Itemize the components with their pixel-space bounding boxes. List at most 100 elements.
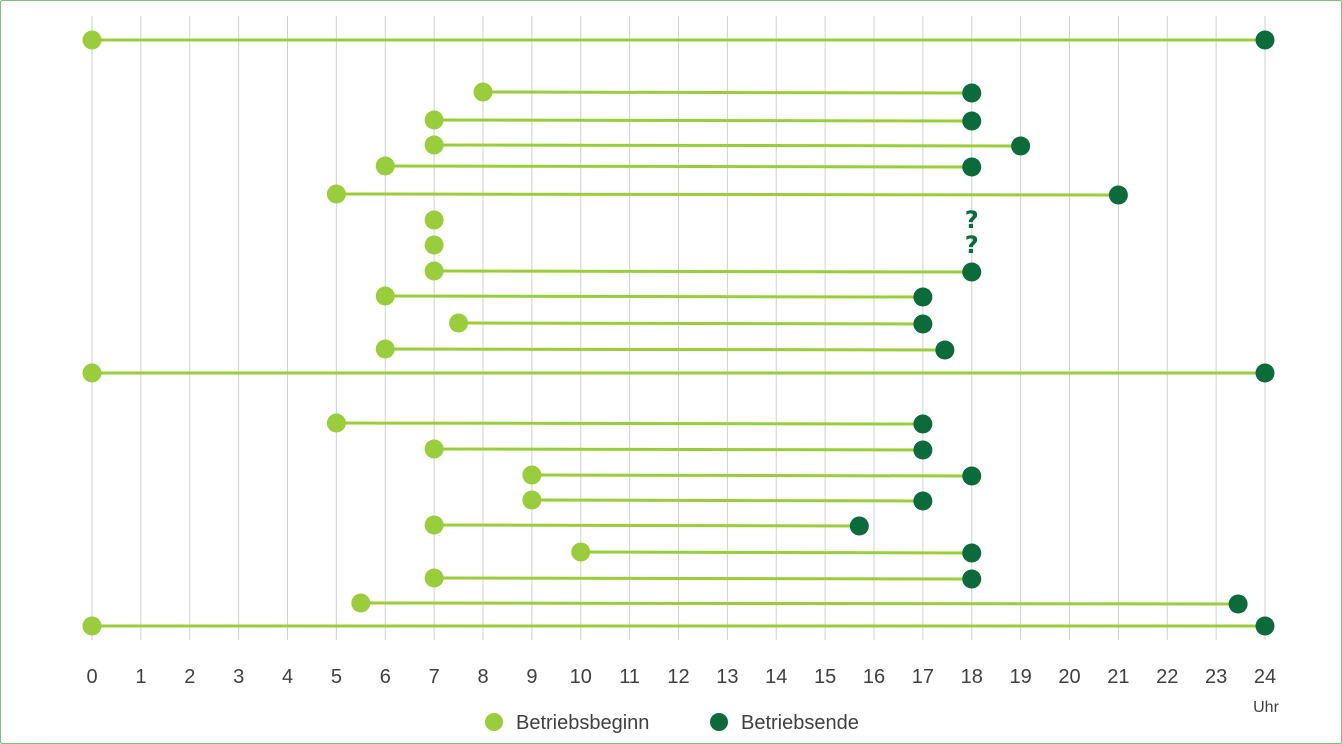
x-tick-label: 16 xyxy=(863,666,885,688)
end-point xyxy=(1255,30,1275,50)
start-point xyxy=(473,82,493,102)
start-point xyxy=(424,135,444,155)
x-tick-label: 7 xyxy=(429,666,440,688)
end-point xyxy=(962,111,982,131)
end-point xyxy=(1228,594,1248,614)
end-point xyxy=(1108,185,1128,205)
x-tick-label: 22 xyxy=(1156,666,1178,688)
schedule-row xyxy=(326,184,1128,205)
schedule-row xyxy=(375,286,933,307)
schedule-row xyxy=(424,439,933,460)
x-tick-label: 17 xyxy=(912,666,934,688)
end-point xyxy=(962,262,982,282)
x-tick-label: 8 xyxy=(477,666,488,688)
end-point xyxy=(962,569,982,589)
end-point xyxy=(913,491,933,511)
row-connector xyxy=(458,321,923,326)
end-point xyxy=(913,314,933,334)
schedule-row xyxy=(571,542,982,563)
x-tick-label: 5 xyxy=(331,666,342,688)
schedule-row xyxy=(351,593,1248,614)
x-tick-label: 21 xyxy=(1107,666,1129,688)
end-point xyxy=(1011,136,1031,156)
bars: ?? xyxy=(82,30,1275,636)
row-connector xyxy=(580,550,972,555)
x-tick-label: 24 xyxy=(1254,666,1276,688)
x-tick-label: 10 xyxy=(570,666,592,688)
row-connector xyxy=(434,143,1021,148)
x-tick-label: 12 xyxy=(667,666,689,688)
x-tick-label: 13 xyxy=(716,666,738,688)
start-point xyxy=(326,413,346,433)
row-connector xyxy=(482,90,972,95)
schedule-row xyxy=(326,413,933,434)
start-point xyxy=(424,515,444,535)
start-point xyxy=(82,30,102,50)
schedule-row xyxy=(424,261,982,282)
start-point xyxy=(82,616,102,636)
schedule-row xyxy=(82,30,1275,50)
end-point xyxy=(1255,363,1275,383)
row-connector xyxy=(531,498,923,503)
end-point xyxy=(913,440,933,460)
legend-marker-end xyxy=(710,713,728,731)
end-point xyxy=(962,83,982,103)
end-point xyxy=(935,340,955,360)
start-point xyxy=(571,542,591,562)
row-connector xyxy=(434,447,923,452)
schedule-row xyxy=(424,110,982,131)
start-point xyxy=(424,235,444,255)
x-tick-label: 1 xyxy=(135,666,146,688)
x-tick-label: 23 xyxy=(1205,666,1227,688)
end-point xyxy=(913,414,933,434)
start-point xyxy=(424,210,444,230)
schedule-row xyxy=(375,339,955,360)
row-connector xyxy=(360,601,1239,606)
row-connector xyxy=(385,347,945,352)
row-connector xyxy=(385,294,923,299)
start-point xyxy=(522,465,542,485)
schedule-row xyxy=(424,568,982,589)
row-connector xyxy=(385,164,972,169)
x-axis-unit-label: Uhr xyxy=(1253,699,1279,716)
start-point xyxy=(351,593,371,613)
end-point xyxy=(962,466,982,486)
end-point xyxy=(1255,616,1275,636)
schedule-row: ? xyxy=(424,231,979,259)
x-axis: 0 1 2 3 4 5 6 7 8 9 10 11 12 13 14 15 16 17 18 19 20 21 22 23 24 xyxy=(86,666,1276,688)
start-point xyxy=(375,156,395,176)
grid xyxy=(91,16,1266,640)
x-tick-label: 15 xyxy=(814,666,836,688)
x-tick-label: 6 xyxy=(380,666,391,688)
schedule-row: ? xyxy=(424,206,979,234)
schedule-row xyxy=(375,156,982,177)
x-tick-label: 11 xyxy=(619,666,640,688)
x-tick-label: 18 xyxy=(961,666,983,688)
unknown-end-mark: ? xyxy=(965,231,979,259)
row-connector xyxy=(336,192,1119,197)
row-connector xyxy=(434,576,972,581)
start-point xyxy=(424,568,444,588)
schedule-row xyxy=(424,515,869,536)
start-point xyxy=(449,313,469,333)
end-point xyxy=(962,157,982,177)
start-point xyxy=(424,439,444,459)
row-connector xyxy=(434,269,972,274)
schedule-row xyxy=(522,465,982,486)
schedule-row xyxy=(473,82,982,103)
end-point xyxy=(962,543,982,563)
end-point xyxy=(913,287,933,307)
schedule-row xyxy=(82,363,1275,383)
start-point xyxy=(522,490,542,510)
legend-label-start: Betriebsbeginn xyxy=(516,712,649,734)
x-tick-label: 3 xyxy=(233,666,244,688)
row-connector xyxy=(531,473,972,478)
start-point xyxy=(424,261,444,281)
x-tick-label: 14 xyxy=(765,666,787,688)
row-connector xyxy=(434,118,972,123)
legend: Betriebsbeginn Betriebsende xyxy=(485,712,859,734)
start-point xyxy=(82,363,102,383)
x-tick-label: 19 xyxy=(1010,666,1032,688)
start-point xyxy=(424,110,444,130)
